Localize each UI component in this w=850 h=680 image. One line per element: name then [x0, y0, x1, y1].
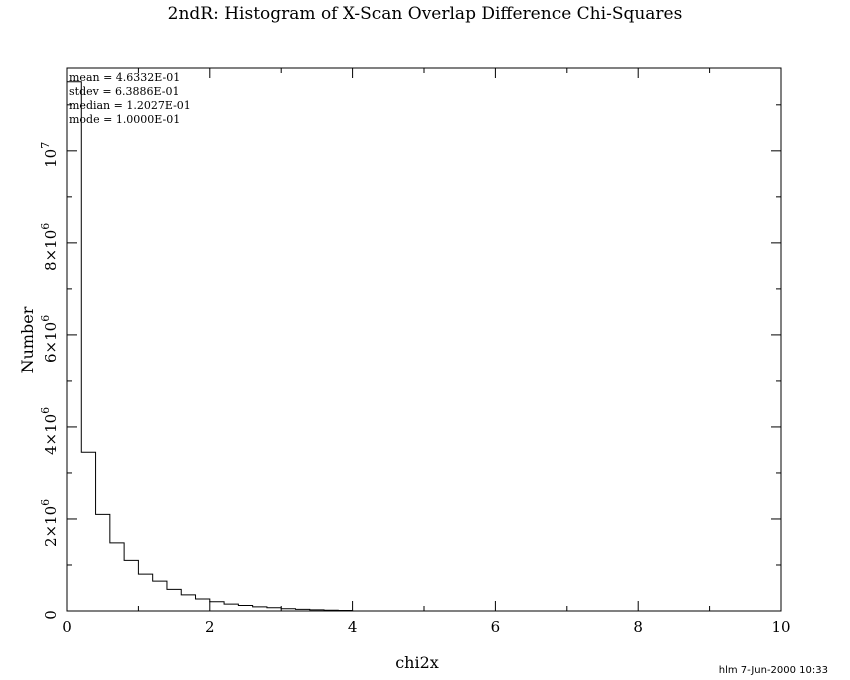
histogram-bin — [110, 543, 124, 611]
y-tick-label: 8×106 — [39, 223, 60, 271]
stat-line: mode = 1.0000E-01 — [69, 113, 180, 126]
y-tick-label: 2×106 — [39, 499, 60, 547]
y-tick-label: 107 — [39, 142, 60, 168]
y-tick-label: 4×106 — [39, 407, 60, 455]
histogram-bin — [196, 599, 210, 611]
x-tick-label: 4 — [348, 618, 358, 636]
y-tick-label: 0 — [42, 610, 60, 620]
histogram-bin — [138, 574, 152, 611]
x-tick-label: 10 — [771, 618, 790, 636]
histogram-bars — [66, 81, 354, 612]
y-axis-ticks — [67, 104, 781, 612]
x-axis-ticks — [66, 68, 782, 611]
histogram-bin — [224, 604, 238, 611]
plot-frame — [66, 67, 782, 612]
x-tick-label: 6 — [491, 618, 501, 636]
histogram-bin — [124, 560, 138, 611]
histogram-bin — [167, 589, 181, 611]
histogram-outline — [66, 81, 354, 612]
histogram-bin — [81, 452, 95, 611]
histogram-bin — [153, 581, 167, 611]
chart-title: 2ndR: Histogram of X-Scan Overlap Differ… — [168, 4, 683, 24]
stat-line: stdev = 6.3886E-01 — [69, 85, 179, 98]
y-tick-label: 6×106 — [39, 315, 60, 363]
histogram-bin — [210, 602, 224, 611]
y-axis-tick-labels: 0 2×106 4×106 6×106 8×106 107 — [39, 142, 60, 620]
histogram-bin — [96, 514, 110, 611]
stat-line: median = 1.2027E-01 — [69, 99, 191, 112]
x-axis-label: chi2x — [395, 653, 439, 672]
footer-timestamp: hlm 7-Jun-2000 10:33 — [718, 665, 828, 676]
histogram-bin — [238, 605, 252, 611]
x-tick-label: 0 — [62, 618, 72, 636]
stat-line: mean = 4.6332E-01 — [69, 71, 180, 84]
histogram-bin — [253, 607, 267, 611]
y-axis-label: Number — [18, 306, 37, 373]
x-tick-label: 8 — [633, 618, 643, 636]
histogram-bin — [181, 595, 195, 611]
x-tick-label: 2 — [205, 618, 215, 636]
histogram-bin — [67, 82, 81, 611]
x-axis-tick-labels: 0 2 4 6 8 10 — [62, 618, 790, 636]
